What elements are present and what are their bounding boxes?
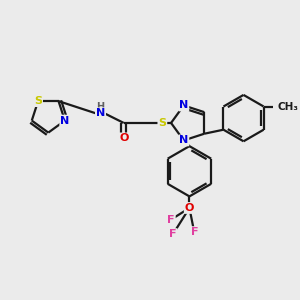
Text: N: N — [96, 108, 105, 118]
Text: H: H — [96, 103, 105, 112]
Text: S: S — [34, 96, 42, 106]
Text: F: F — [169, 229, 177, 239]
Text: S: S — [158, 118, 166, 128]
Text: O: O — [185, 203, 194, 213]
Text: F: F — [190, 227, 198, 237]
Text: N: N — [60, 116, 70, 126]
Text: N: N — [179, 135, 188, 146]
Text: F: F — [167, 214, 175, 225]
Text: O: O — [119, 134, 128, 143]
Text: CH₃: CH₃ — [277, 101, 298, 112]
Text: N: N — [179, 100, 188, 110]
